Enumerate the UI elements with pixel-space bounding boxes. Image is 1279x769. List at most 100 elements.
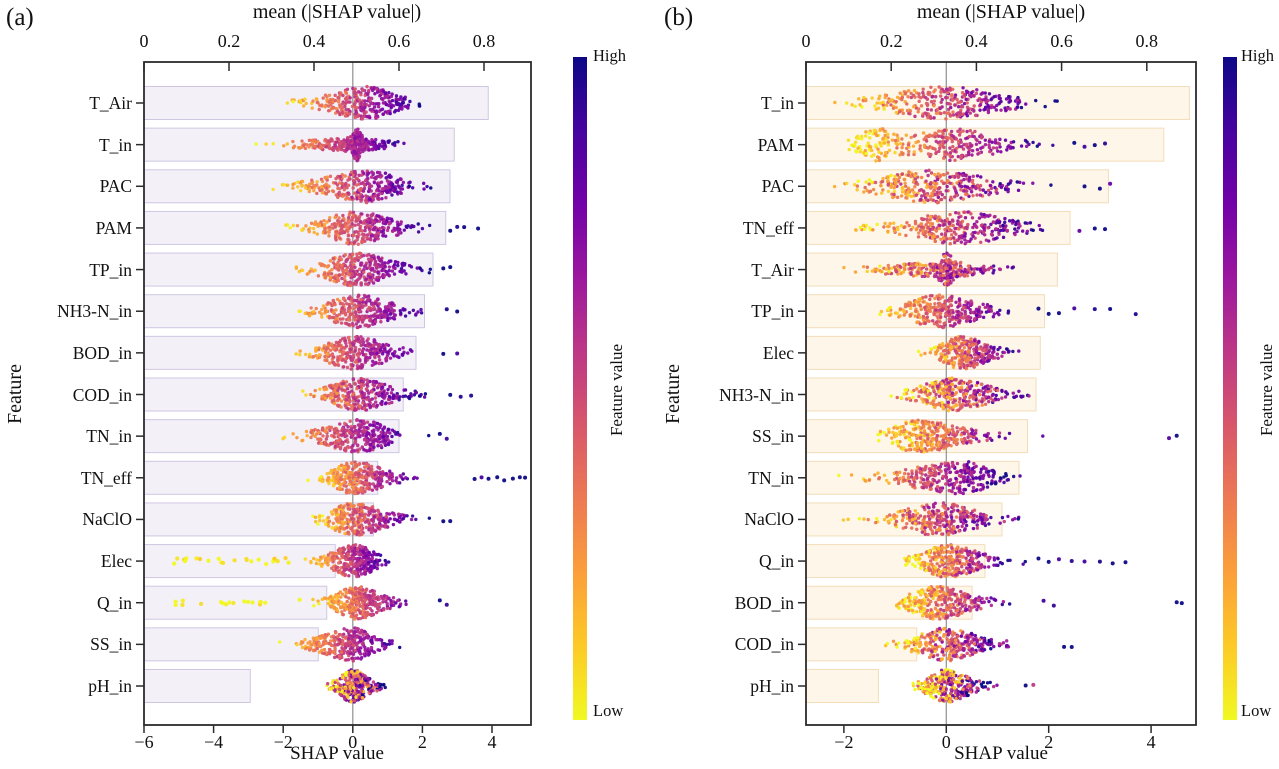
mean-abs-shap-bars: [805, 86, 1190, 704]
beeswarm-TN_eff: [854, 210, 1108, 246]
feature-label-Elec: Elec: [762, 342, 794, 363]
feature-label-TN_in: TN_in: [748, 467, 794, 488]
mean-shap-bar-T_in: [143, 127, 455, 162]
mean-shap-bar-Elec: [805, 335, 1041, 370]
feature-label-SS_in: SS_in: [90, 634, 132, 655]
top-tick-label-0: 0: [801, 31, 811, 51]
feature-label-pH_in: pH_in: [750, 676, 794, 696]
bottom-tick-label-2: 2: [417, 732, 427, 752]
mean-shap-bar-NH3-N_in: [143, 294, 425, 329]
beeswarm-TP_in: [294, 251, 453, 288]
beeswarm-TN_in: [837, 460, 1022, 496]
beeswarm-TN_in: [281, 418, 449, 454]
beeswarm-TN_eff: [306, 460, 528, 496]
beeswarm-pH_in: [911, 667, 1036, 704]
feature-label-COD_in: COD_in: [734, 634, 794, 655]
top-tick-label-0.6: 0.6: [387, 31, 411, 51]
panel-b-label: (b): [664, 4, 694, 31]
top-tick-label-0.4: 0.4: [302, 31, 326, 51]
beeswarm-PAM: [846, 127, 1108, 163]
feature-label-TN_in: TN_in: [86, 426, 132, 447]
top-tick-label-0.8: 0.8: [472, 31, 496, 51]
beeswarm-PAM: [284, 210, 481, 246]
beeswarm-T_in: [833, 85, 1059, 121]
mean-shap-bar-pH_in: [805, 669, 879, 704]
mean-shap-bar-pH_in: [143, 669, 251, 704]
feature-label-PAC: PAC: [761, 176, 794, 197]
feature-label-Elec: Elec: [100, 551, 132, 572]
top-tick-label-0.2: 0.2: [879, 31, 903, 51]
bottom-tick-label-4: 4: [1146, 732, 1156, 752]
beeswarm-T_Air: [842, 251, 1016, 288]
mean-abs-shap-bars: [143, 86, 489, 704]
feature-label-TN_eff: TN_eff: [80, 467, 132, 488]
beeswarm-NaClO: [311, 501, 453, 537]
panel-b-colorbar-title: Feature value: [1257, 343, 1276, 437]
panel-a-colorbar-high-label: High: [593, 46, 626, 65]
mean-shap-bar-BOD_in: [143, 335, 417, 370]
feature-label-PAM: PAM: [95, 217, 132, 238]
mean-shap-bar-COD_in: [805, 627, 918, 662]
feature-label-Q_in: Q_in: [759, 551, 794, 572]
mean-shap-bar-PAM: [143, 210, 447, 245]
feature-label-TP_in: TP_in: [751, 301, 794, 322]
feature-label-T_Air: T_Air: [89, 93, 132, 113]
feature-label-BOD_in: BOD_in: [734, 592, 794, 613]
feature-label-NaClO: NaClO: [744, 509, 794, 530]
beeswarm-Q_in: [902, 543, 1128, 579]
top-tick-label-0.8: 0.8: [1135, 31, 1159, 51]
bottom-tick-label-−4: −4: [204, 732, 224, 752]
bottom-tick-label-4: 4: [487, 732, 497, 752]
bottom-tick-label-−2: −2: [834, 732, 854, 752]
bottom-tick-label-2: 2: [1044, 732, 1054, 752]
feature-label-TN_eff: TN_eff: [742, 217, 794, 238]
panel-a-plot-area: [136, 61, 532, 733]
beeswarm-NH3-N_in: [889, 376, 1031, 413]
beeswarm-COD_in: [301, 376, 474, 412]
beeswarm-Elec: [916, 334, 1021, 371]
feature-label-T_in: T_in: [760, 93, 794, 113]
beeswarm-NH3-N_in: [297, 293, 460, 330]
feature-label-PAC: PAC: [99, 176, 132, 197]
beeswarm-BOD_in: [294, 334, 460, 371]
top-tick-label-0.4: 0.4: [965, 31, 988, 51]
feature-label-NaClO: NaClO: [82, 509, 132, 530]
bottom-tick-label-0: 0: [941, 732, 951, 752]
beeswarm-T_Air: [285, 84, 422, 121]
beeswarm-NaClO: [841, 501, 1021, 537]
mean-shap-bar-SS_in: [143, 627, 319, 662]
feature-label-Q_in: Q_in: [97, 592, 132, 613]
mean-shap-bar-T_Air: [805, 252, 1058, 287]
mean-shap-bar-Elec: [143, 544, 336, 579]
top-tick-label-0: 0: [139, 31, 149, 51]
feature-label-SS_in: SS_in: [752, 426, 794, 447]
beeswarm-COD_in: [883, 626, 1074, 663]
beeswarm-SS_in: [278, 626, 402, 663]
panel-a-bottom-axis-title: SHAP value: [290, 743, 384, 764]
panel-a-top-axis-title: mean (|SHAP value|): [252, 1, 422, 23]
panel-b-top-axis-title: mean (|SHAP value|): [916, 1, 1086, 23]
feature-label-NH3-N_in: NH3-N_in: [719, 384, 794, 405]
beeswarm-PAC: [271, 169, 433, 205]
feature-label-pH_in: pH_in: [88, 676, 132, 696]
panel-a-colorbar-low-label: Low: [593, 701, 624, 720]
feature-label-COD_in: COD_in: [72, 384, 132, 405]
beeswarm-BOD_in: [894, 585, 1184, 621]
feature-label-TP_in: TP_in: [89, 259, 132, 280]
bottom-tick-label-−2: −2: [273, 732, 293, 752]
top-tick-label-0.6: 0.6: [1050, 31, 1073, 51]
feature-label-T_Air: T_Air: [751, 259, 794, 280]
panel-b-bottom-axis-title: SHAP value: [954, 743, 1048, 764]
mean-shap-bar-NaClO: [805, 502, 1003, 537]
panel-b-colorbar-low-label: Low: [1241, 701, 1272, 720]
bottom-tick-label-0: 0: [348, 732, 358, 752]
panel-a-label: (a): [6, 4, 34, 31]
beeswarm-T_in: [254, 127, 406, 163]
top-tick-label-0.2: 0.2: [217, 31, 241, 51]
beeswarm-TP_in: [878, 293, 1138, 330]
beeswarm-SS_in: [876, 418, 1179, 454]
bottom-tick-label-−6: −6: [134, 732, 154, 752]
panel-b-colorbar-high-label: High: [1241, 46, 1274, 65]
beeswarm-pH_in: [325, 668, 387, 704]
